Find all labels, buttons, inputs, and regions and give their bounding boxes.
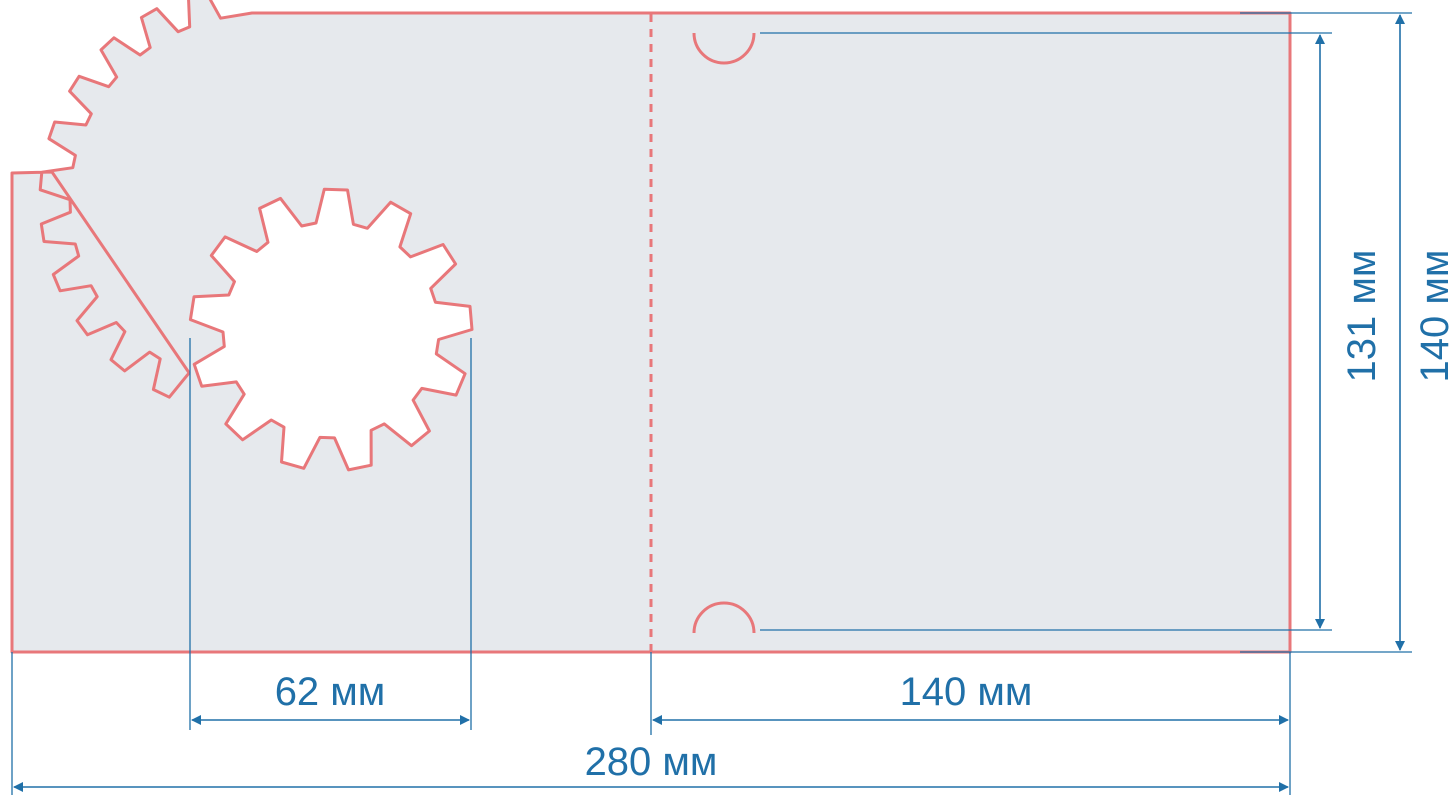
bottom-notch — [692, 601, 756, 634]
dimension-lines — [13, 13, 1405, 792]
gear-cutout — [188, 187, 474, 472]
extension-lines — [11, 12, 1412, 795]
label-total-height: 140 мм — [1413, 250, 1456, 383]
label-inner-height: 131 мм — [1340, 250, 1384, 383]
label-panel-width: 140 мм — [900, 670, 1033, 714]
label-total-width: 280 мм — [585, 740, 718, 784]
blank-outline — [10, 0, 1292, 654]
label-gear-diameter: 62 мм — [275, 670, 386, 714]
top-notch — [692, 32, 756, 65]
